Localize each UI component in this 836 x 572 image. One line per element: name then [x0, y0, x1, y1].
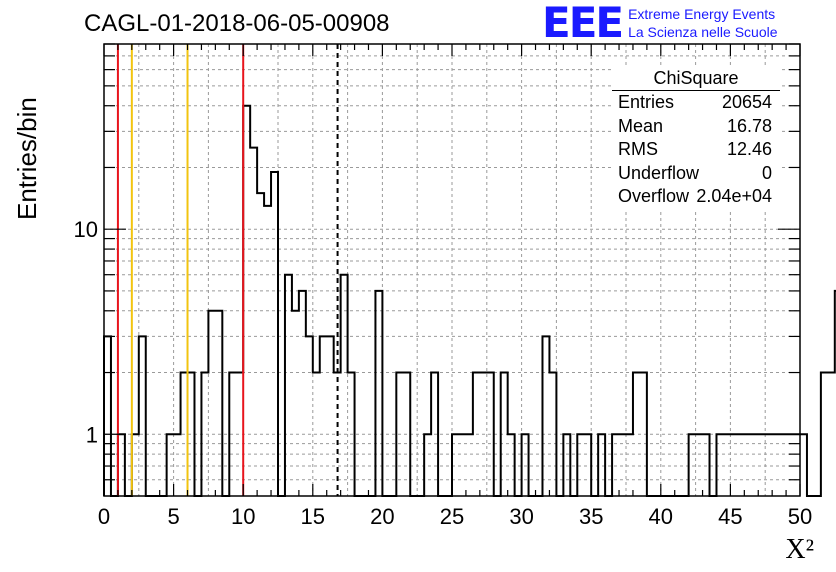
- stats-row-overflow: Overflow 2.04e+04: [612, 185, 780, 209]
- eee-logo: EEE Extreme Energy Events La Scienza nel…: [542, 2, 778, 44]
- x-tick-label: 30: [509, 504, 533, 529]
- stats-value: 2.04e+04: [696, 186, 772, 206]
- y-tick-label: 1: [86, 422, 98, 447]
- x-tick-label: 35: [579, 504, 603, 529]
- x-tick-label: 20: [370, 504, 394, 529]
- eee-logo-text: Extreme Energy Events La Scienza nelle S…: [628, 5, 777, 41]
- logo-line-1: Extreme Energy Events: [628, 6, 776, 22]
- stats-label: Entries: [618, 92, 675, 112]
- stats-value: 16.78: [726, 115, 772, 136]
- x-tick-label: 10: [231, 504, 255, 529]
- eee-logo-mark: EEE: [542, 0, 624, 47]
- stats-value: 12.46: [726, 139, 772, 159]
- y-tick-label: 10: [74, 217, 98, 242]
- chart-title: CAGL-01-2018-06-05-00908: [84, 10, 390, 37]
- x-tick-label: 45: [718, 504, 742, 529]
- stats-label: Mean: [618, 115, 664, 136]
- stats-value: 20654: [721, 92, 772, 112]
- stats-box: ChiSquare Entries 20654 Mean 16.78 RMS 12.4…: [612, 66, 780, 212]
- stats-row-mean: Mean 16.78: [612, 115, 780, 139]
- x-tick-label: 25: [440, 504, 464, 529]
- stats-label: Underflow: [618, 162, 700, 183]
- x-tick-label: 15: [301, 504, 325, 529]
- x-axis-label: X²: [785, 534, 814, 565]
- stats-row-entries: Entries 20654: [612, 91, 780, 115]
- stats-row-rms: RMS 12.46: [612, 138, 780, 162]
- x-tick-label: 0: [98, 504, 110, 529]
- stats-label: RMS: [618, 139, 658, 159]
- stats-title: ChiSquare: [612, 66, 780, 91]
- stats-row-underflow: Underflow 0: [612, 162, 780, 186]
- x-tick-label: 5: [167, 504, 179, 529]
- logo-line-2: La Scienza nelle Scuole: [628, 24, 778, 40]
- x-tick-label: 40: [649, 504, 673, 529]
- y-axis-label: Entries/bin: [12, 97, 42, 220]
- stats-value: 0: [761, 162, 772, 183]
- stats-label: Overflow: [618, 186, 690, 206]
- x-tick-label: 50: [788, 504, 812, 529]
